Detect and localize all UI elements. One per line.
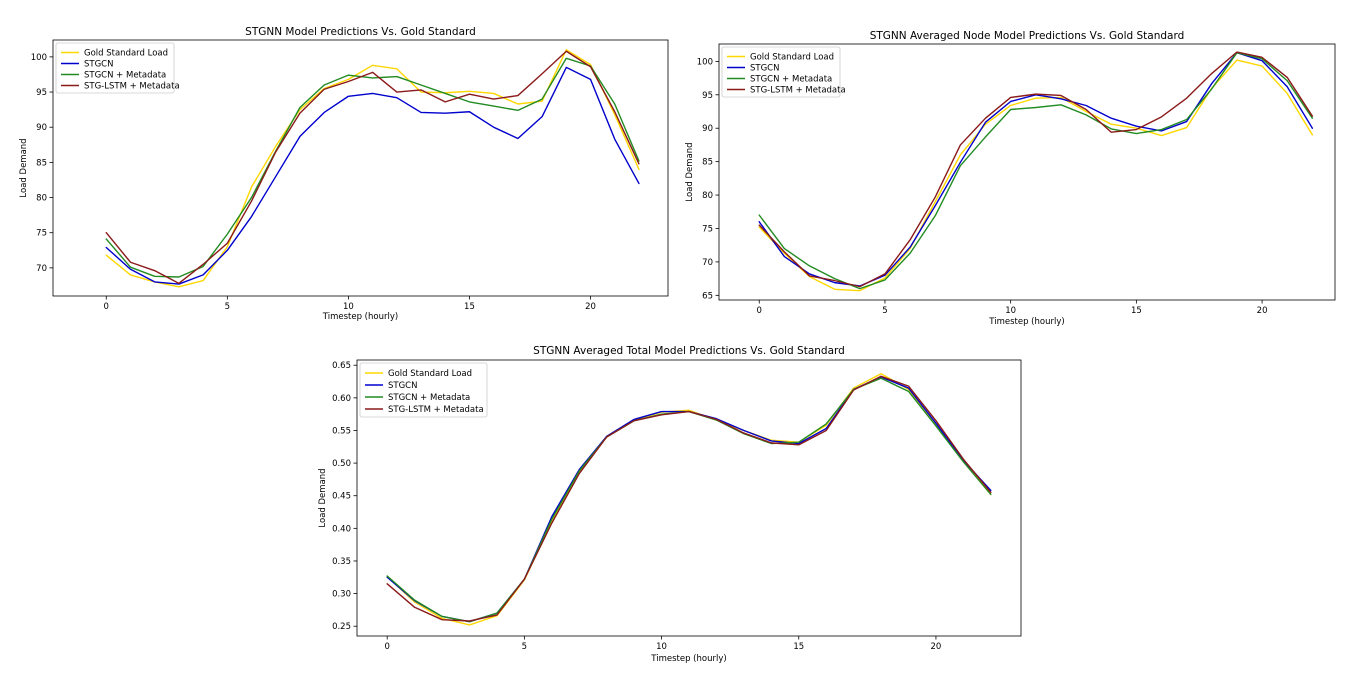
x-tick-label: 5	[882, 306, 887, 316]
series-line-stgcn-metadata	[105, 57, 640, 278]
legend-item-label: STG-LSTM + Metadata	[84, 82, 180, 92]
series-line-stgcn	[105, 66, 640, 285]
x-tick-label: 20	[931, 642, 942, 652]
x-tick-label: 0	[384, 642, 389, 652]
y-tick-label: 0.50	[332, 459, 351, 469]
legend-item-label: STGCN + Metadata	[388, 393, 470, 403]
y-tick-label: 0.45	[332, 492, 351, 502]
y-tick-label: 85	[36, 158, 47, 168]
chart-title: STGNN Model Predictions Vs. Gold Standar…	[245, 26, 476, 38]
x-tick-label: 15	[1131, 306, 1142, 316]
x-tick-label: 15	[793, 642, 804, 652]
series-line-gold-standard-load	[758, 59, 1314, 292]
y-tick-label: 100	[697, 57, 713, 67]
chart-title: STGNN Averaged Node Model Predictions Vs…	[870, 30, 1185, 42]
y-tick-label: 70	[36, 264, 47, 274]
x-tick-label: 5	[522, 642, 527, 652]
series-line-gold-standard-load	[105, 49, 640, 288]
legend-item-label: Gold Standard Load	[84, 49, 168, 59]
x-tick-label: 15	[464, 302, 475, 312]
x-tick-label: 0	[757, 306, 762, 316]
legend: Gold Standard Load STGCN STGCN + Metadata S…	[359, 362, 488, 418]
x-tick-label: 0	[104, 302, 109, 312]
x-tick-label: 10	[1005, 306, 1016, 316]
legend-item-label: STGCN	[84, 60, 113, 70]
legend-box	[721, 46, 841, 98]
legend-item-label: Gold Standard Load	[388, 369, 472, 379]
y-axis-label: Load Demand	[318, 468, 328, 527]
y-axis-label: Load Demand	[19, 138, 29, 197]
x-tick-label: 10	[656, 642, 667, 652]
x-tick-label: 20	[1257, 306, 1268, 316]
legend-item-label: STGCN + Metadata	[84, 71, 166, 81]
chart-panel-3: STGNN Averaged Total Model Predictions V…	[318, 345, 1022, 664]
y-tick-label: 100	[31, 53, 47, 63]
y-tick-label: 0.25	[332, 622, 351, 632]
legend-item-label: STGCN + Metadata	[750, 75, 832, 85]
plot-frame	[718, 43, 1336, 301]
x-axis-label: Timestep (hourly)	[650, 654, 726, 664]
y-axis-label: Load Demand	[685, 142, 695, 201]
y-tick-label: 0.35	[332, 557, 351, 567]
plot-frame	[52, 39, 669, 297]
series-line-stg-lstm-metadata	[386, 375, 992, 622]
y-tick-label: 65	[702, 291, 713, 301]
series-line-stg-lstm-metadata	[758, 51, 1314, 288]
y-tick-label: 0.30	[332, 590, 351, 600]
chart-title: STGNN Averaged Total Model Predictions V…	[533, 345, 845, 357]
plot-frame	[356, 359, 1022, 637]
legend-box	[55, 42, 175, 94]
y-tick-label: 85	[702, 158, 713, 168]
y-tick-label: 90	[36, 123, 47, 133]
y-tick-label: 80	[36, 194, 47, 204]
y-tick-label: 0.55	[332, 426, 351, 436]
y-tick-label: 70	[702, 258, 713, 268]
x-tick-label: 10	[343, 302, 354, 312]
legend-item-label: STGCN	[388, 381, 417, 391]
series-line-stg-lstm-metadata	[105, 50, 640, 285]
x-axis-label: Timestep (hourly)	[988, 317, 1064, 327]
legend-box	[359, 362, 488, 418]
legend-item-label: STG-LSTM + Metadata	[388, 405, 484, 415]
chart-panel-1: STGNN Model Predictions Vs. Gold Standar…	[19, 26, 669, 322]
chart-panel-2: STGNN Averaged Node Model Predictions Vs…	[685, 30, 1336, 327]
y-tick-label: 80	[702, 191, 713, 201]
y-tick-label: 75	[702, 224, 713, 234]
x-axis-label: Timestep (hourly)	[322, 312, 398, 322]
x-tick-label: 5	[225, 302, 230, 312]
y-tick-label: 0.60	[332, 394, 351, 404]
legend-item-label: STGCN	[750, 64, 779, 74]
y-tick-label: 0.65	[332, 361, 351, 371]
y-tick-label: 0.40	[332, 524, 351, 534]
x-tick-label: 20	[585, 302, 596, 312]
y-tick-label: 95	[702, 91, 713, 101]
legend-item-label: Gold Standard Load	[750, 53, 834, 63]
y-tick-label: 90	[702, 124, 713, 134]
legend-item-label: STG-LSTM + Metadata	[750, 86, 846, 96]
y-tick-label: 75	[36, 229, 47, 239]
y-tick-label: 95	[36, 88, 47, 98]
